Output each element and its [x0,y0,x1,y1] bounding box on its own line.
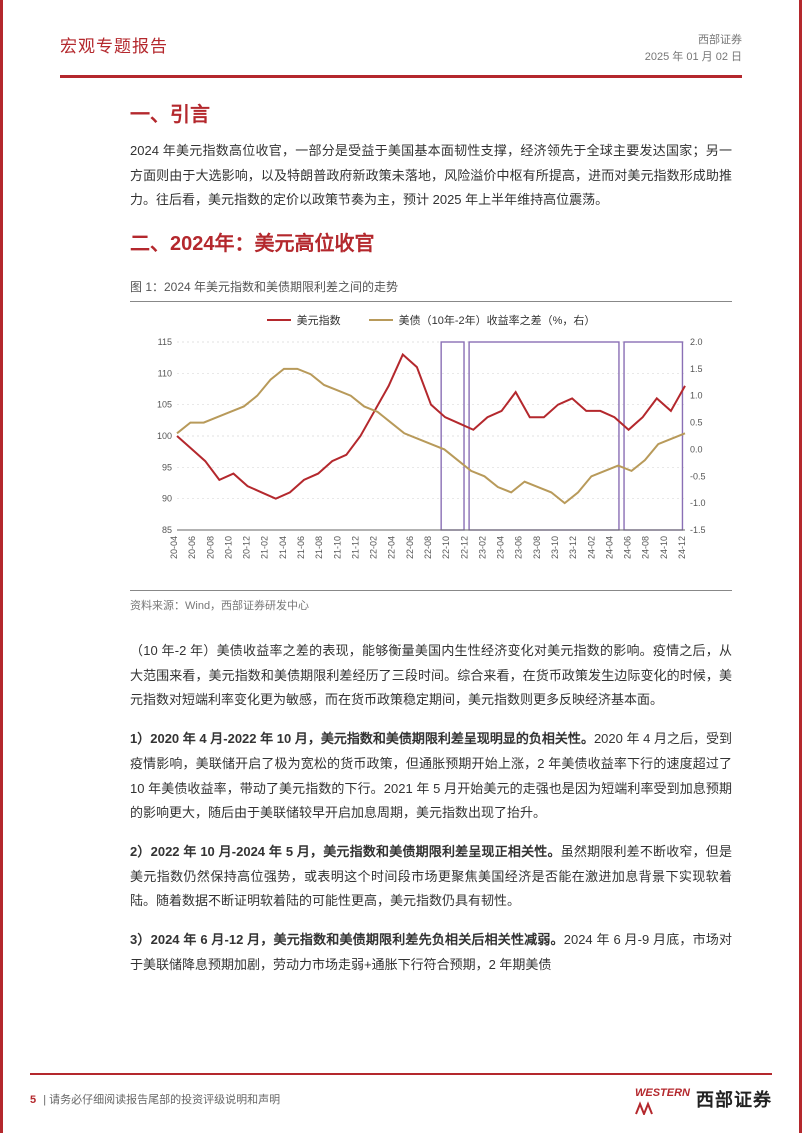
page-header: 宏观专题报告 西部证券 2025 年 01 月 02 日 [60,32,742,78]
svg-text:-0.5: -0.5 [690,471,706,481]
svg-text:20-10: 20-10 [223,536,233,559]
svg-text:110: 110 [158,368,172,378]
post-chart-para: （10 年-2 年）美债收益率之差的表现，能够衡量美国内生性经济变化对美元指数的… [130,639,732,713]
para-2: 2）2022 年 10 月-2024 年 5 月，美元指数和美债期限利差呈现正相… [130,840,732,914]
para-1-lead: 1）2020 年 4 月-2022 年 10 月，美元指数和美债期限利差呈现明显… [130,731,594,746]
svg-text:23-06: 23-06 [514,536,524,559]
svg-text:23-12: 23-12 [568,536,578,559]
svg-text:115: 115 [158,337,172,347]
svg-text:105: 105 [157,400,172,410]
page-number: 5 [30,1094,36,1106]
svg-text:23-02: 23-02 [477,536,487,559]
para-3: 3）2024 年 6 月-12 月，美元指数和美债期限利差先负相关后相关性减弱。… [130,928,732,977]
svg-text:21-12: 21-12 [350,536,360,559]
svg-text:22-02: 22-02 [369,536,379,559]
svg-text:20-04: 20-04 [169,536,179,559]
svg-text:1.0: 1.0 [690,391,703,401]
svg-text:21-06: 21-06 [296,536,306,559]
svg-text:24-12: 24-12 [677,536,687,559]
company-name: 西部证券 [645,32,742,49]
svg-text:20-08: 20-08 [205,536,215,559]
page-footer: 5 | 请务必仔细阅读报告尾部的投资评级说明和声明 WESTERN 西部证券 [30,1073,772,1115]
section-1-body: 2024 年美元指数高位收官，一部分是受益于美国基本面韧性支撑，经济领先于全球主… [130,139,732,213]
report-date: 2025 年 01 月 02 日 [645,49,742,66]
svg-text:22-10: 22-10 [441,536,451,559]
svg-text:21-04: 21-04 [278,536,288,559]
para-3-lead: 3）2024 年 6 月-12 月，美元指数和美债期限利差先负相关后相关性减弱。 [130,932,564,947]
svg-text:24-08: 24-08 [641,536,651,559]
svg-text:24-02: 24-02 [586,536,596,559]
footer-logo: WESTERN 西部证券 [635,1083,772,1115]
footer-left: 5 | 请务必仔细阅读报告尾部的投资评级说明和声明 [30,1091,280,1107]
para-2-lead: 2）2022 年 10 月-2024 年 5 月，美元指数和美债期限利差呈现正相… [130,844,561,859]
chart-caption: 图 1：2024 年美元指数和美债期限利差之间的走势 [130,278,732,302]
logo-mark: WESTERN [635,1083,690,1115]
svg-text:100: 100 [157,431,172,441]
chart-canvas: 85 90 95 100 105 110 115 -1.5 -1.0 -0.5 0.0 0.5 1.0 1… [130,336,732,576]
legend-item-a: 美元指数 [267,312,341,328]
legend-swatch-b [369,319,393,322]
svg-text:20-12: 20-12 [242,536,252,559]
svg-text:22-06: 22-06 [405,536,415,559]
svg-text:22-04: 22-04 [387,536,397,559]
legend-item-b: 美债（10年-2年）收益率之差（%，右） [369,312,596,328]
legend-label-a: 美元指数 [297,312,341,328]
svg-text:24-04: 24-04 [604,536,614,559]
svg-text:1.5: 1.5 [690,364,703,374]
section-1-title: 一、引言 [130,98,732,127]
page-accent-left [0,0,3,1133]
logo-icon [635,1101,653,1115]
svg-text:0.0: 0.0 [690,444,703,454]
header-meta: 西部证券 2025 年 01 月 02 日 [645,32,742,65]
legend-label-b: 美债（10年-2年）收益率之差（%，右） [399,312,596,328]
svg-text:20-06: 20-06 [187,536,197,559]
svg-text:-1.0: -1.0 [690,498,706,508]
svg-text:21-10: 21-10 [332,536,342,559]
main-content: 一、引言 2024 年美元指数高位收官，一部分是受益于美国基本面韧性支撑，经济领… [130,90,732,991]
svg-text:85: 85 [162,525,172,535]
section-2-title: 二、2024年：美元高位收官 [130,227,732,256]
legend-swatch-a [267,319,291,322]
svg-text:0.5: 0.5 [690,418,703,428]
report-category: 宏观专题报告 [60,32,168,57]
svg-text:24-10: 24-10 [659,536,669,559]
svg-text:21-08: 21-08 [314,536,324,559]
svg-text:-1.5: -1.5 [690,525,706,535]
svg-text:24-06: 24-06 [623,536,633,559]
chart-legend: 美元指数 美债（10年-2年）收益率之差（%，右） [130,312,732,328]
chart-source: 资料来源：Wind，西部证券研发中心 [130,590,732,613]
svg-text:23-10: 23-10 [550,536,560,559]
svg-text:23-08: 23-08 [532,536,542,559]
svg-text:95: 95 [162,462,172,472]
svg-text:2.0: 2.0 [690,337,703,347]
svg-text:22-08: 22-08 [423,536,433,559]
footer-disclaimer: | 请务必仔细阅读报告尾部的投资评级说明和声明 [43,1094,280,1106]
logo-cn: 西部证券 [696,1086,772,1112]
chart-figure-1: 美元指数 美债（10年-2年）收益率之差（%，右） 85 90 95 100 105 11… [130,312,732,582]
svg-text:22-12: 22-12 [459,536,469,559]
svg-text:23-04: 23-04 [496,536,506,559]
para-1: 1）2020 年 4 月-2022 年 10 月，美元指数和美债期限利差呈现明显… [130,727,732,826]
logo-en: WESTERN [635,1087,690,1099]
svg-text:21-02: 21-02 [260,536,270,559]
svg-text:90: 90 [162,494,172,504]
